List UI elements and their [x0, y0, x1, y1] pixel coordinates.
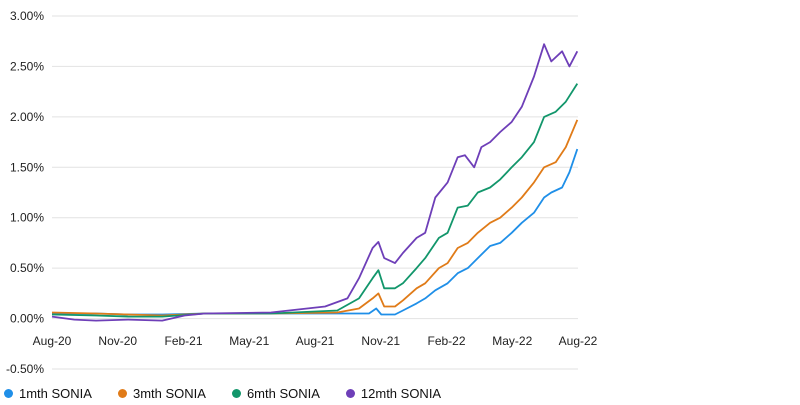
series-line-3 [51, 83, 579, 318]
x-tick-label: Feb-22 [427, 334, 465, 348]
y-tick-label: 0.00% [10, 312, 44, 326]
x-tick-label: Aug-22 [559, 334, 598, 348]
y-tick-label: -0.50% [6, 362, 44, 376]
legend-item: 12mth SONIA [345, 386, 442, 401]
series-line-1 [52, 148, 579, 316]
y-tick-label: 2.50% [10, 59, 44, 73]
legend-item: 3mth SONIA [117, 386, 206, 401]
series-lines [51, 43, 579, 322]
y-tick-label: 3.00% [10, 9, 44, 23]
legend-label: 12mth SONIA [360, 386, 442, 401]
line-chart: 3.00% 2.50% 2.00% 1.50% 1.00% 0.50% 0.00% -0.50… [6, 9, 598, 376]
x-tick-label: May-22 [492, 334, 532, 348]
chart-legend: 1mth SONIA 3mth SONIA 6mth SONIA 12mth SONI… [4, 386, 467, 401]
y-tick-label: 1.00% [10, 211, 44, 225]
y-tick-label: 1.50% [10, 160, 44, 174]
x-axis-ticks: Aug-20 Nov-20 Feb-21 May-21 Aug-21 Nov-21 Feb-… [33, 334, 598, 348]
legend-swatch [4, 389, 13, 398]
legend-swatch [345, 389, 355, 398]
legend-label: 3mth SONIA [132, 386, 206, 401]
x-tick-label: Nov-20 [98, 334, 137, 348]
y-tick-label: 2.00% [10, 110, 44, 124]
y-axis-ticks: 3.00% 2.50% 2.00% 1.50% 1.00% 0.50% 0.00% -0.50… [6, 9, 44, 376]
x-tick-label: Feb-21 [164, 334, 202, 348]
legend-label: 1mth SONIA [19, 386, 92, 401]
x-tick-label: Aug-20 [33, 334, 72, 348]
series-line-4 [51, 43, 579, 322]
y-tick-label: 0.50% [10, 261, 44, 275]
legend-swatch [117, 389, 127, 398]
x-tick-label: Nov-21 [361, 334, 400, 348]
legend-item: 6mth SONIA [231, 386, 320, 401]
x-tick-label: Aug-21 [296, 334, 335, 348]
x-tick-label: May-21 [229, 334, 269, 348]
legend-swatch [231, 389, 241, 398]
grid-lines [52, 15, 578, 370]
legend-label: 6mth SONIA [246, 386, 320, 401]
legend-item: 1mth SONIA [4, 386, 92, 401]
